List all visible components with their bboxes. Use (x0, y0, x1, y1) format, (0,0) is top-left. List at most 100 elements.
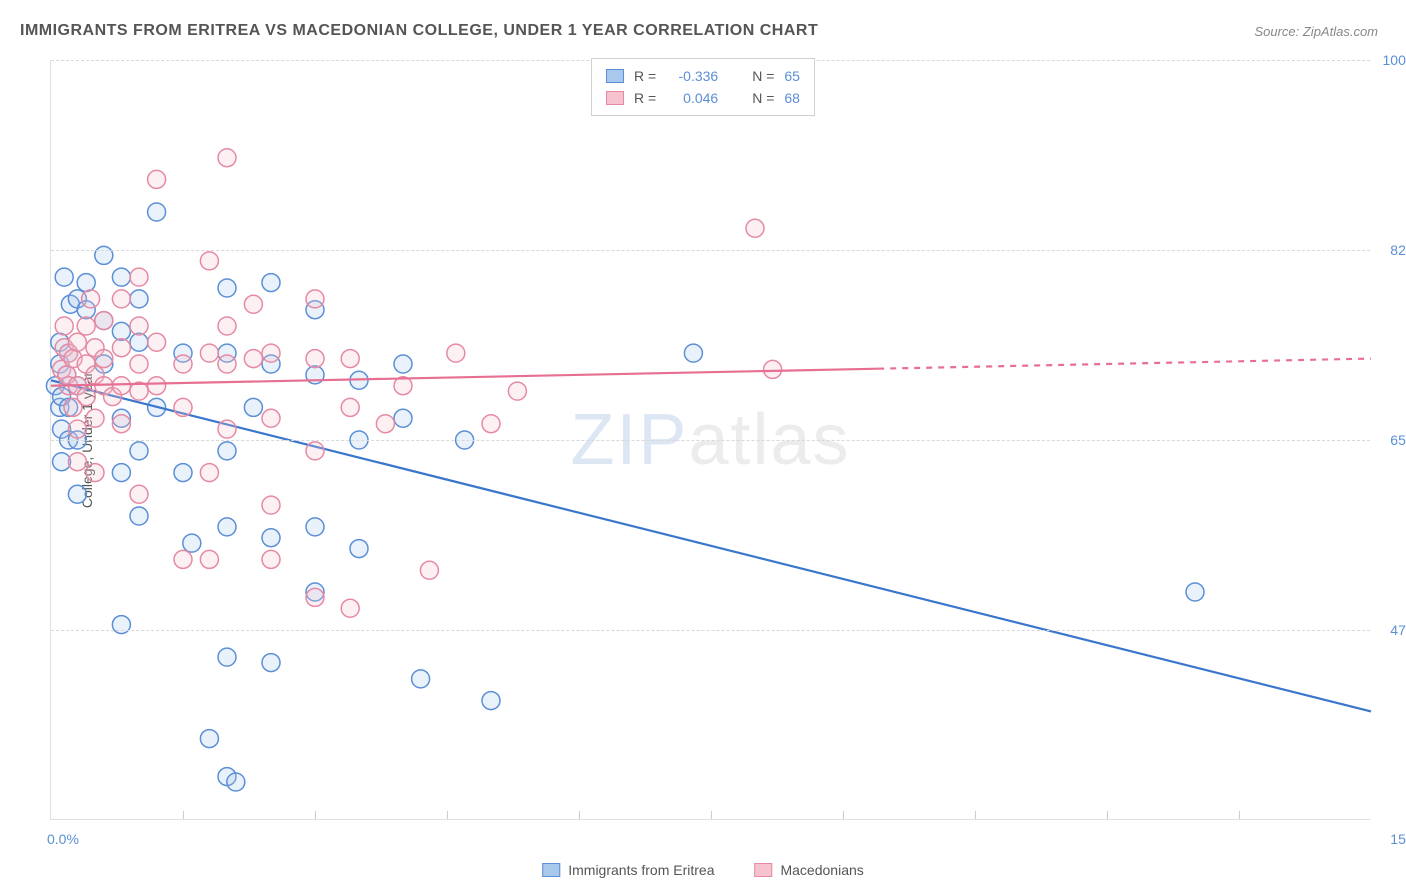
data-point (218, 648, 236, 666)
x-tick (183, 811, 184, 819)
data-point (130, 268, 148, 286)
data-point (262, 409, 280, 427)
y-tick-label: 65.0% (1390, 432, 1406, 448)
stat-n-label: N = (752, 65, 774, 87)
stat-r-value: -0.336 (666, 65, 718, 87)
legend-swatch (606, 69, 624, 83)
legend-label: Immigrants from Eritrea (568, 862, 714, 878)
legend-stats-row: R =-0.336N =65 (606, 65, 800, 87)
data-point (112, 377, 130, 395)
y-tick-label: 47.5% (1390, 622, 1406, 638)
data-point (95, 312, 113, 330)
legend-stats-row: R = 0.046 N = 68 (606, 87, 800, 109)
data-point (262, 529, 280, 547)
data-point (130, 333, 148, 351)
data-point (112, 322, 130, 340)
data-point (68, 485, 86, 503)
data-point (306, 518, 324, 536)
data-point (218, 518, 236, 536)
y-tick-label: 82.5% (1390, 242, 1406, 258)
x-tick (1107, 811, 1108, 819)
legend-item: Immigrants from Eritrea (542, 862, 714, 878)
x-label-start: 0.0% (47, 831, 79, 847)
data-point (341, 398, 359, 416)
data-point (148, 170, 166, 188)
data-point (306, 588, 324, 606)
data-point (174, 464, 192, 482)
data-point (350, 540, 368, 558)
correlation-chart: IMMIGRANTS FROM ERITREA VS MACEDONIAN CO… (0, 0, 1406, 892)
data-point (68, 453, 86, 471)
data-point (112, 339, 130, 357)
data-point (394, 409, 412, 427)
data-point (447, 344, 465, 362)
data-point (306, 350, 324, 368)
data-point (262, 274, 280, 292)
data-point (394, 355, 412, 373)
data-point (746, 219, 764, 237)
data-point (68, 420, 86, 438)
stat-n-value: 68 (784, 87, 800, 109)
data-point (1186, 583, 1204, 601)
data-point (262, 496, 280, 514)
legend-swatch (542, 863, 560, 877)
data-point (112, 415, 130, 433)
data-point (200, 464, 218, 482)
regression-line (51, 380, 1371, 711)
data-point (262, 654, 280, 672)
x-tick (1239, 811, 1240, 819)
data-point (174, 355, 192, 373)
data-point (183, 534, 201, 552)
x-tick (843, 811, 844, 819)
regression-line (51, 369, 878, 386)
grid-line (51, 250, 1370, 251)
data-point (218, 355, 236, 373)
regression-line-dashed (878, 359, 1371, 369)
data-point (68, 333, 86, 351)
data-point (77, 388, 95, 406)
x-tick (975, 811, 976, 819)
data-point (227, 773, 245, 791)
y-tick-label: 100.0% (1383, 52, 1406, 68)
data-point (77, 274, 95, 292)
data-point (341, 599, 359, 617)
data-point (764, 360, 782, 378)
legend-stats: R = -0.336 N = 65R = 0.046 N = 68 (591, 58, 815, 116)
data-point (482, 415, 500, 433)
data-point (130, 485, 148, 503)
stat-n-label: N = (752, 87, 774, 109)
legend-swatch (754, 863, 772, 877)
data-point (306, 290, 324, 308)
data-point (86, 464, 104, 482)
data-point (130, 290, 148, 308)
x-tick (711, 811, 712, 819)
data-point (174, 550, 192, 568)
legend-swatch (606, 91, 624, 105)
data-point (86, 409, 104, 427)
data-point (420, 561, 438, 579)
legend-label: Macedonians (780, 862, 863, 878)
data-point (55, 268, 73, 286)
data-point (218, 317, 236, 335)
data-point (112, 268, 130, 286)
data-point (218, 442, 236, 460)
data-point (262, 344, 280, 362)
legend-series: Immigrants from Eritrea Macedonians (542, 862, 864, 878)
data-point (200, 730, 218, 748)
data-point (130, 442, 148, 460)
data-point (130, 507, 148, 525)
data-point (306, 442, 324, 460)
legend-item: Macedonians (754, 862, 863, 878)
data-point (244, 295, 262, 313)
x-tick (579, 811, 580, 819)
data-point (112, 290, 130, 308)
stat-r-value: 0.046 (666, 87, 718, 109)
data-point (148, 377, 166, 395)
stat-r-label: R = (634, 87, 656, 109)
stat-n-value: 65 (784, 65, 800, 87)
source-label: Source: ZipAtlas.com (1254, 24, 1378, 39)
data-point (412, 670, 430, 688)
data-point (376, 415, 394, 433)
data-point (262, 550, 280, 568)
data-point (130, 317, 148, 335)
